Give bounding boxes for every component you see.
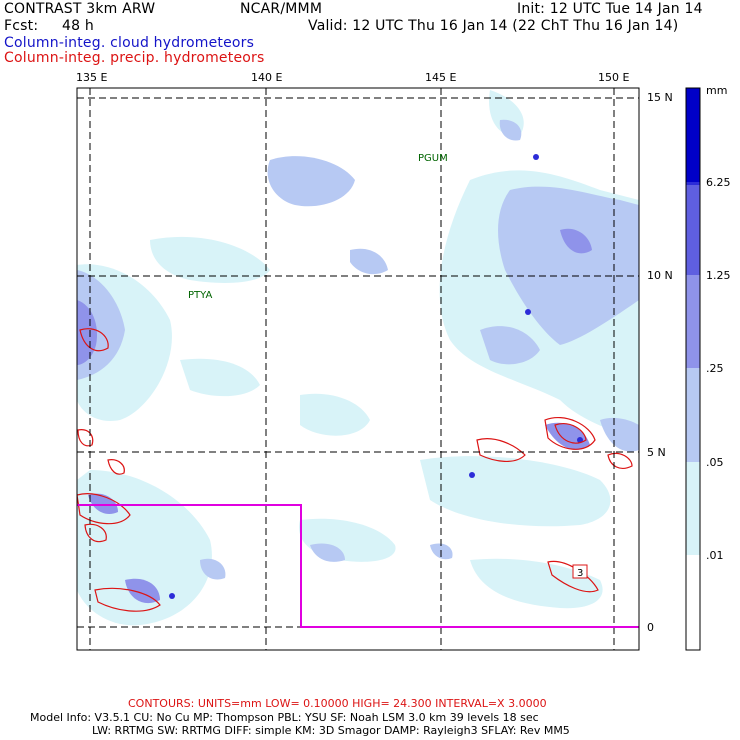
colorbar-label-0-25: .25 xyxy=(706,362,724,375)
station-ptya: PTYA xyxy=(188,290,212,301)
organization-label: NCAR/MMM xyxy=(240,1,323,17)
lon-label-145: 145 E xyxy=(425,71,457,84)
lat-label-5n: 5 N xyxy=(647,446,666,459)
lat-label-0: 0 xyxy=(647,621,654,634)
colorbar xyxy=(685,87,701,651)
init-time: Init: 12 UTC Tue 14 Jan 14 xyxy=(517,1,703,17)
lat-lon-grid xyxy=(77,88,639,650)
station-pgum: PGUM xyxy=(418,153,448,164)
colorbar-swatch-5 xyxy=(686,185,700,275)
colorbar-swatch-2 xyxy=(686,462,700,555)
model-info-line-2: LW: RRTMG SW: RRTMG DIFF: simple KM: 3D … xyxy=(92,724,570,737)
contour-marker-label: 3 xyxy=(577,568,583,579)
lon-label-140: 140 E xyxy=(251,71,283,84)
lon-label-135: 135 E xyxy=(76,71,108,84)
precip-contours xyxy=(77,328,633,612)
colorbar-label-0-01: .01 xyxy=(706,549,724,562)
colorbar-frame xyxy=(685,87,701,651)
lat-label-10n: 10 N xyxy=(647,269,673,282)
colorbar-swatch-3 xyxy=(686,368,700,462)
nested-domain-boundary xyxy=(77,504,639,628)
contour-marker-box xyxy=(572,564,588,579)
forecast-label: Fcst: xyxy=(4,18,39,34)
colorbar-swatch-6 xyxy=(686,182,700,185)
cloud-field-label: Column-integ. cloud hydrometeors xyxy=(4,35,255,51)
valid-time: Valid: 12 UTC Thu 16 Jan 14 (22 ChT Thu … xyxy=(308,18,679,34)
colorbar-swatch-7 xyxy=(686,88,700,182)
forecast-hours: 48 h xyxy=(62,18,94,34)
colorbar-label-6-25: 6.25 xyxy=(706,176,731,189)
colorbar-label-0-05: .05 xyxy=(706,456,724,469)
contours-info: CONTOURS: UNITS=mm LOW= 0.10000 HIGH= 24… xyxy=(128,697,547,710)
colorbar-label-1-25: 1.25 xyxy=(706,269,731,282)
cloud-shading-medium xyxy=(77,119,639,580)
model-info-line-1: Model Info: V3.5.1 CU: No Cu MP: Thompso… xyxy=(30,711,539,724)
precip-field-label: Column-integ. precip. hydrometeors xyxy=(4,50,265,66)
colorbar-swatch-4 xyxy=(686,275,700,368)
cloud-shading-max xyxy=(169,154,583,599)
colorbar-swatch-1 xyxy=(686,555,700,650)
map-frame xyxy=(76,87,640,651)
model-title: CONTRAST 3km ARW xyxy=(4,1,156,17)
colorbar-unit: mm xyxy=(706,84,728,97)
lat-label-15n: 15 N xyxy=(647,91,673,104)
lon-label-150: 150 E xyxy=(598,71,630,84)
